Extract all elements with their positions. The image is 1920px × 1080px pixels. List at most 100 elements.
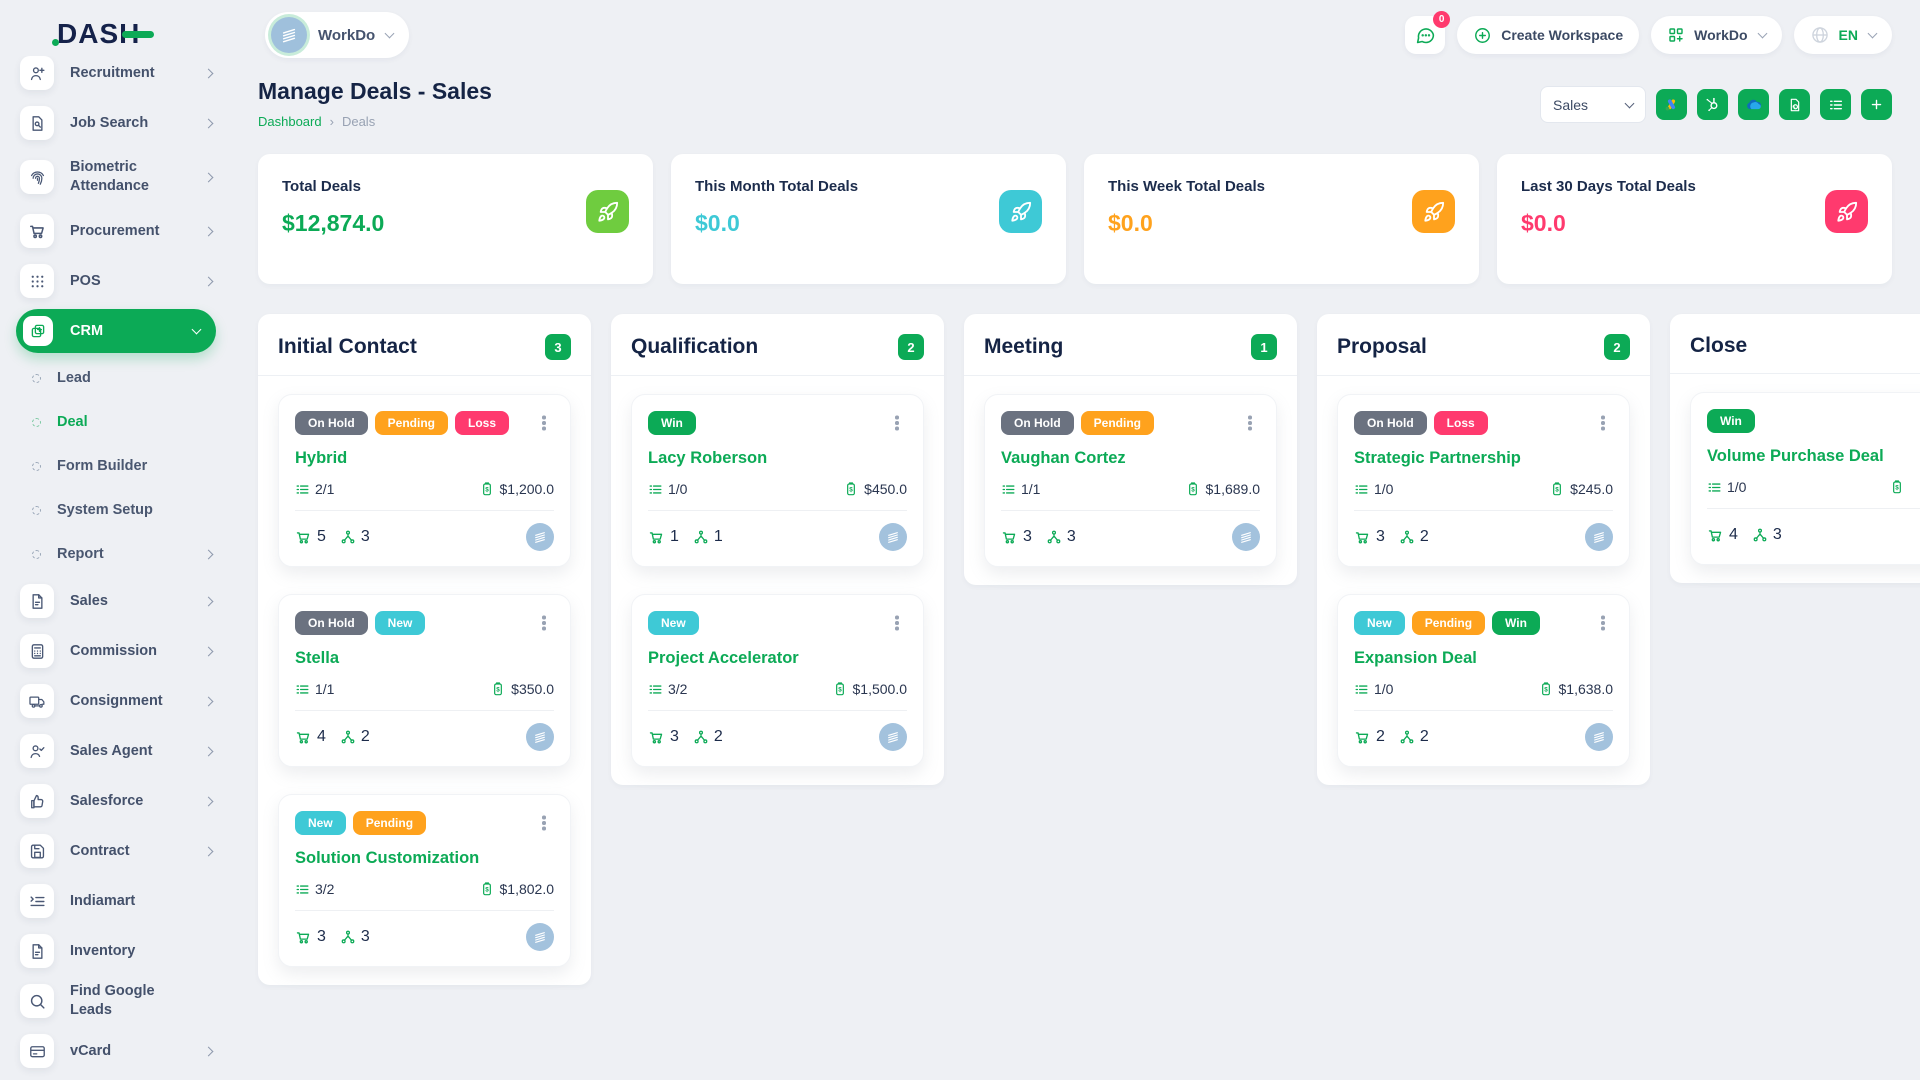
chevron-right-icon xyxy=(203,1046,214,1056)
breadcrumb-dashboard-link[interactable]: Dashboard xyxy=(258,114,322,129)
add-deal-button[interactable] xyxy=(1861,89,1892,120)
list-arrow-icon xyxy=(20,884,54,918)
deal-name-link[interactable]: Hybrid xyxy=(295,449,348,467)
deal-card[interactable]: New Project Accelerator 3/2 $1,500.0 3 2 xyxy=(631,594,924,767)
chevron-right-icon xyxy=(203,646,214,656)
deal-card[interactable]: On Hold Loss Strategic Partnership 1/0 $… xyxy=(1337,394,1630,567)
products-count: 1 xyxy=(670,528,679,545)
deal-name-link[interactable]: Lacy Roberson xyxy=(648,449,768,467)
products-count: 4 xyxy=(317,728,326,745)
sidebar-item-indiamart[interactable]: Indiamart xyxy=(0,876,230,926)
deal-card[interactable]: Win Volume Purchase Deal 1/0 4 3 xyxy=(1690,392,1920,565)
cart-icon xyxy=(648,729,665,746)
kebab-menu-icon[interactable] xyxy=(887,612,907,634)
sidebar-subitem-report[interactable]: Report xyxy=(0,532,230,576)
pipeline-select[interactable]: Sales xyxy=(1540,86,1646,123)
tasks-icon xyxy=(295,682,310,697)
avatar[interactable] xyxy=(1232,523,1260,551)
sidebar-item-job-search[interactable]: Job Search xyxy=(0,98,230,148)
chevron-down-icon xyxy=(1867,28,1878,39)
avatar[interactable] xyxy=(879,723,907,751)
deal-amount: $1,638.0 xyxy=(1558,681,1614,697)
hierarchy-icon xyxy=(340,729,356,745)
language-dropdown[interactable]: EN xyxy=(1793,16,1892,54)
kebab-menu-icon[interactable] xyxy=(1593,412,1613,434)
sidebar-subitem-form-builder[interactable]: Form Builder xyxy=(0,444,230,488)
sidebar-subitem-lead[interactable]: Lead xyxy=(0,356,230,400)
avatar[interactable] xyxy=(526,923,554,951)
deal-name-link[interactable]: Expansion Deal xyxy=(1354,649,1477,667)
deal-name-link[interactable]: Solution Customization xyxy=(295,849,480,867)
kebab-menu-icon[interactable] xyxy=(534,812,554,834)
avatar[interactable] xyxy=(1585,523,1613,551)
products-count: 3 xyxy=(1376,528,1385,545)
deal-name-link[interactable]: Strategic Partnership xyxy=(1354,449,1521,467)
sidebar-item-inventory[interactable]: Inventory xyxy=(0,926,230,976)
tasks-count: 3/2 xyxy=(668,681,688,697)
avatar[interactable] xyxy=(1585,723,1613,751)
credit-card-icon xyxy=(20,1034,54,1068)
deal-name-link[interactable]: Volume Purchase Deal xyxy=(1707,447,1884,465)
onedrive-button[interactable] xyxy=(1738,89,1769,120)
plus-icon xyxy=(1869,97,1884,112)
sidebar-item-commission[interactable]: Commission xyxy=(0,626,230,676)
avatar[interactable] xyxy=(879,523,907,551)
sidebar-subitem-system-setup[interactable]: System Setup xyxy=(0,488,230,532)
money-icon xyxy=(479,881,495,897)
deal-card[interactable]: New Pending Solution Customization 3/2 $… xyxy=(278,794,571,967)
column-title: Qualification xyxy=(631,335,759,358)
messages-button[interactable]: 0 xyxy=(1405,11,1451,54)
create-workspace-button[interactable]: Create Workspace xyxy=(1457,16,1640,54)
tasks-count: 1/1 xyxy=(1021,481,1041,497)
deal-name-link[interactable]: Project Accelerator xyxy=(648,649,799,667)
sidebar-item-sales[interactable]: Sales xyxy=(0,576,230,626)
sidebar-item-crm-active[interactable]: CRM xyxy=(16,309,216,353)
deal-name-link[interactable]: Vaughan Cortez xyxy=(1001,449,1126,467)
hierarchy-icon xyxy=(693,529,709,545)
avatar[interactable] xyxy=(526,723,554,751)
status-badge: New xyxy=(374,611,426,635)
company-dropdown[interactable]: WorkDo xyxy=(1651,16,1782,54)
workspace-switcher[interactable]: WorkDo xyxy=(265,12,410,58)
thumbs-up-icon xyxy=(20,784,54,818)
logo-dash-bar xyxy=(122,31,155,38)
sidebar-item-sales-agent[interactable]: Sales Agent xyxy=(0,726,230,776)
kanban-column-proposal: Proposal 2 On Hold Loss Strategic Partne… xyxy=(1317,314,1650,785)
sidebar-item-find-google-leads[interactable]: Find Google Leads xyxy=(0,976,230,1026)
column-title: Close xyxy=(1690,334,1748,357)
app-logo[interactable]: DASH xyxy=(52,18,155,50)
deal-name-link[interactable]: Stella xyxy=(295,649,340,667)
list-view-button[interactable] xyxy=(1820,89,1851,120)
kebab-menu-icon[interactable] xyxy=(534,412,554,434)
deal-card[interactable]: On Hold Pending Vaughan Cortez 1/1 $1,68… xyxy=(984,394,1277,567)
sidebar-item-pos[interactable]: POS xyxy=(0,256,230,306)
kebab-menu-icon[interactable] xyxy=(887,412,907,434)
hierarchy-icon xyxy=(1399,729,1415,745)
deal-card[interactable]: Win Lacy Roberson 1/0 $450.0 1 1 xyxy=(631,394,924,567)
status-badge: New xyxy=(295,811,346,835)
google-ads-button[interactable] xyxy=(1656,89,1687,120)
kebab-menu-icon[interactable] xyxy=(1593,612,1613,634)
sidebar-item-procurement[interactable]: Procurement xyxy=(0,206,230,256)
floppy-disk-icon xyxy=(20,834,54,868)
deal-card[interactable]: On Hold New Stella 1/1 $350.0 4 2 xyxy=(278,594,571,767)
tasks-count: 3/2 xyxy=(315,881,335,897)
hierarchy-icon xyxy=(340,929,356,945)
file-sync-button[interactable] xyxy=(1779,89,1810,120)
calculator-icon xyxy=(20,634,54,668)
hubspot-button[interactable] xyxy=(1697,89,1728,120)
sidebar-item-biometric-attendance[interactable]: Biometric Attendance xyxy=(0,148,230,206)
deal-card[interactable]: On Hold Pending Loss Hybrid 2/1 $1,200.0… xyxy=(278,394,571,567)
sidebar-subitem-deal-active[interactable]: Deal xyxy=(0,400,230,444)
avatar[interactable] xyxy=(526,523,554,551)
sidebar-item-contract[interactable]: Contract xyxy=(0,826,230,876)
kebab-menu-icon[interactable] xyxy=(1240,412,1260,434)
chevron-down-icon xyxy=(1624,98,1635,108)
sidebar-item-salesforce[interactable]: Salesforce xyxy=(0,776,230,826)
sidebar-item-consignment[interactable]: Consignment xyxy=(0,676,230,726)
sidebar-item-vcard[interactable]: vCard xyxy=(0,1026,230,1076)
deal-card[interactable]: New Pending Win Expansion Deal 1/0 $1,63… xyxy=(1337,594,1630,767)
kebab-menu-icon[interactable] xyxy=(534,612,554,634)
sidebar-item-recruitment[interactable]: Recruitment xyxy=(0,56,230,98)
tasks-icon xyxy=(1707,480,1722,495)
